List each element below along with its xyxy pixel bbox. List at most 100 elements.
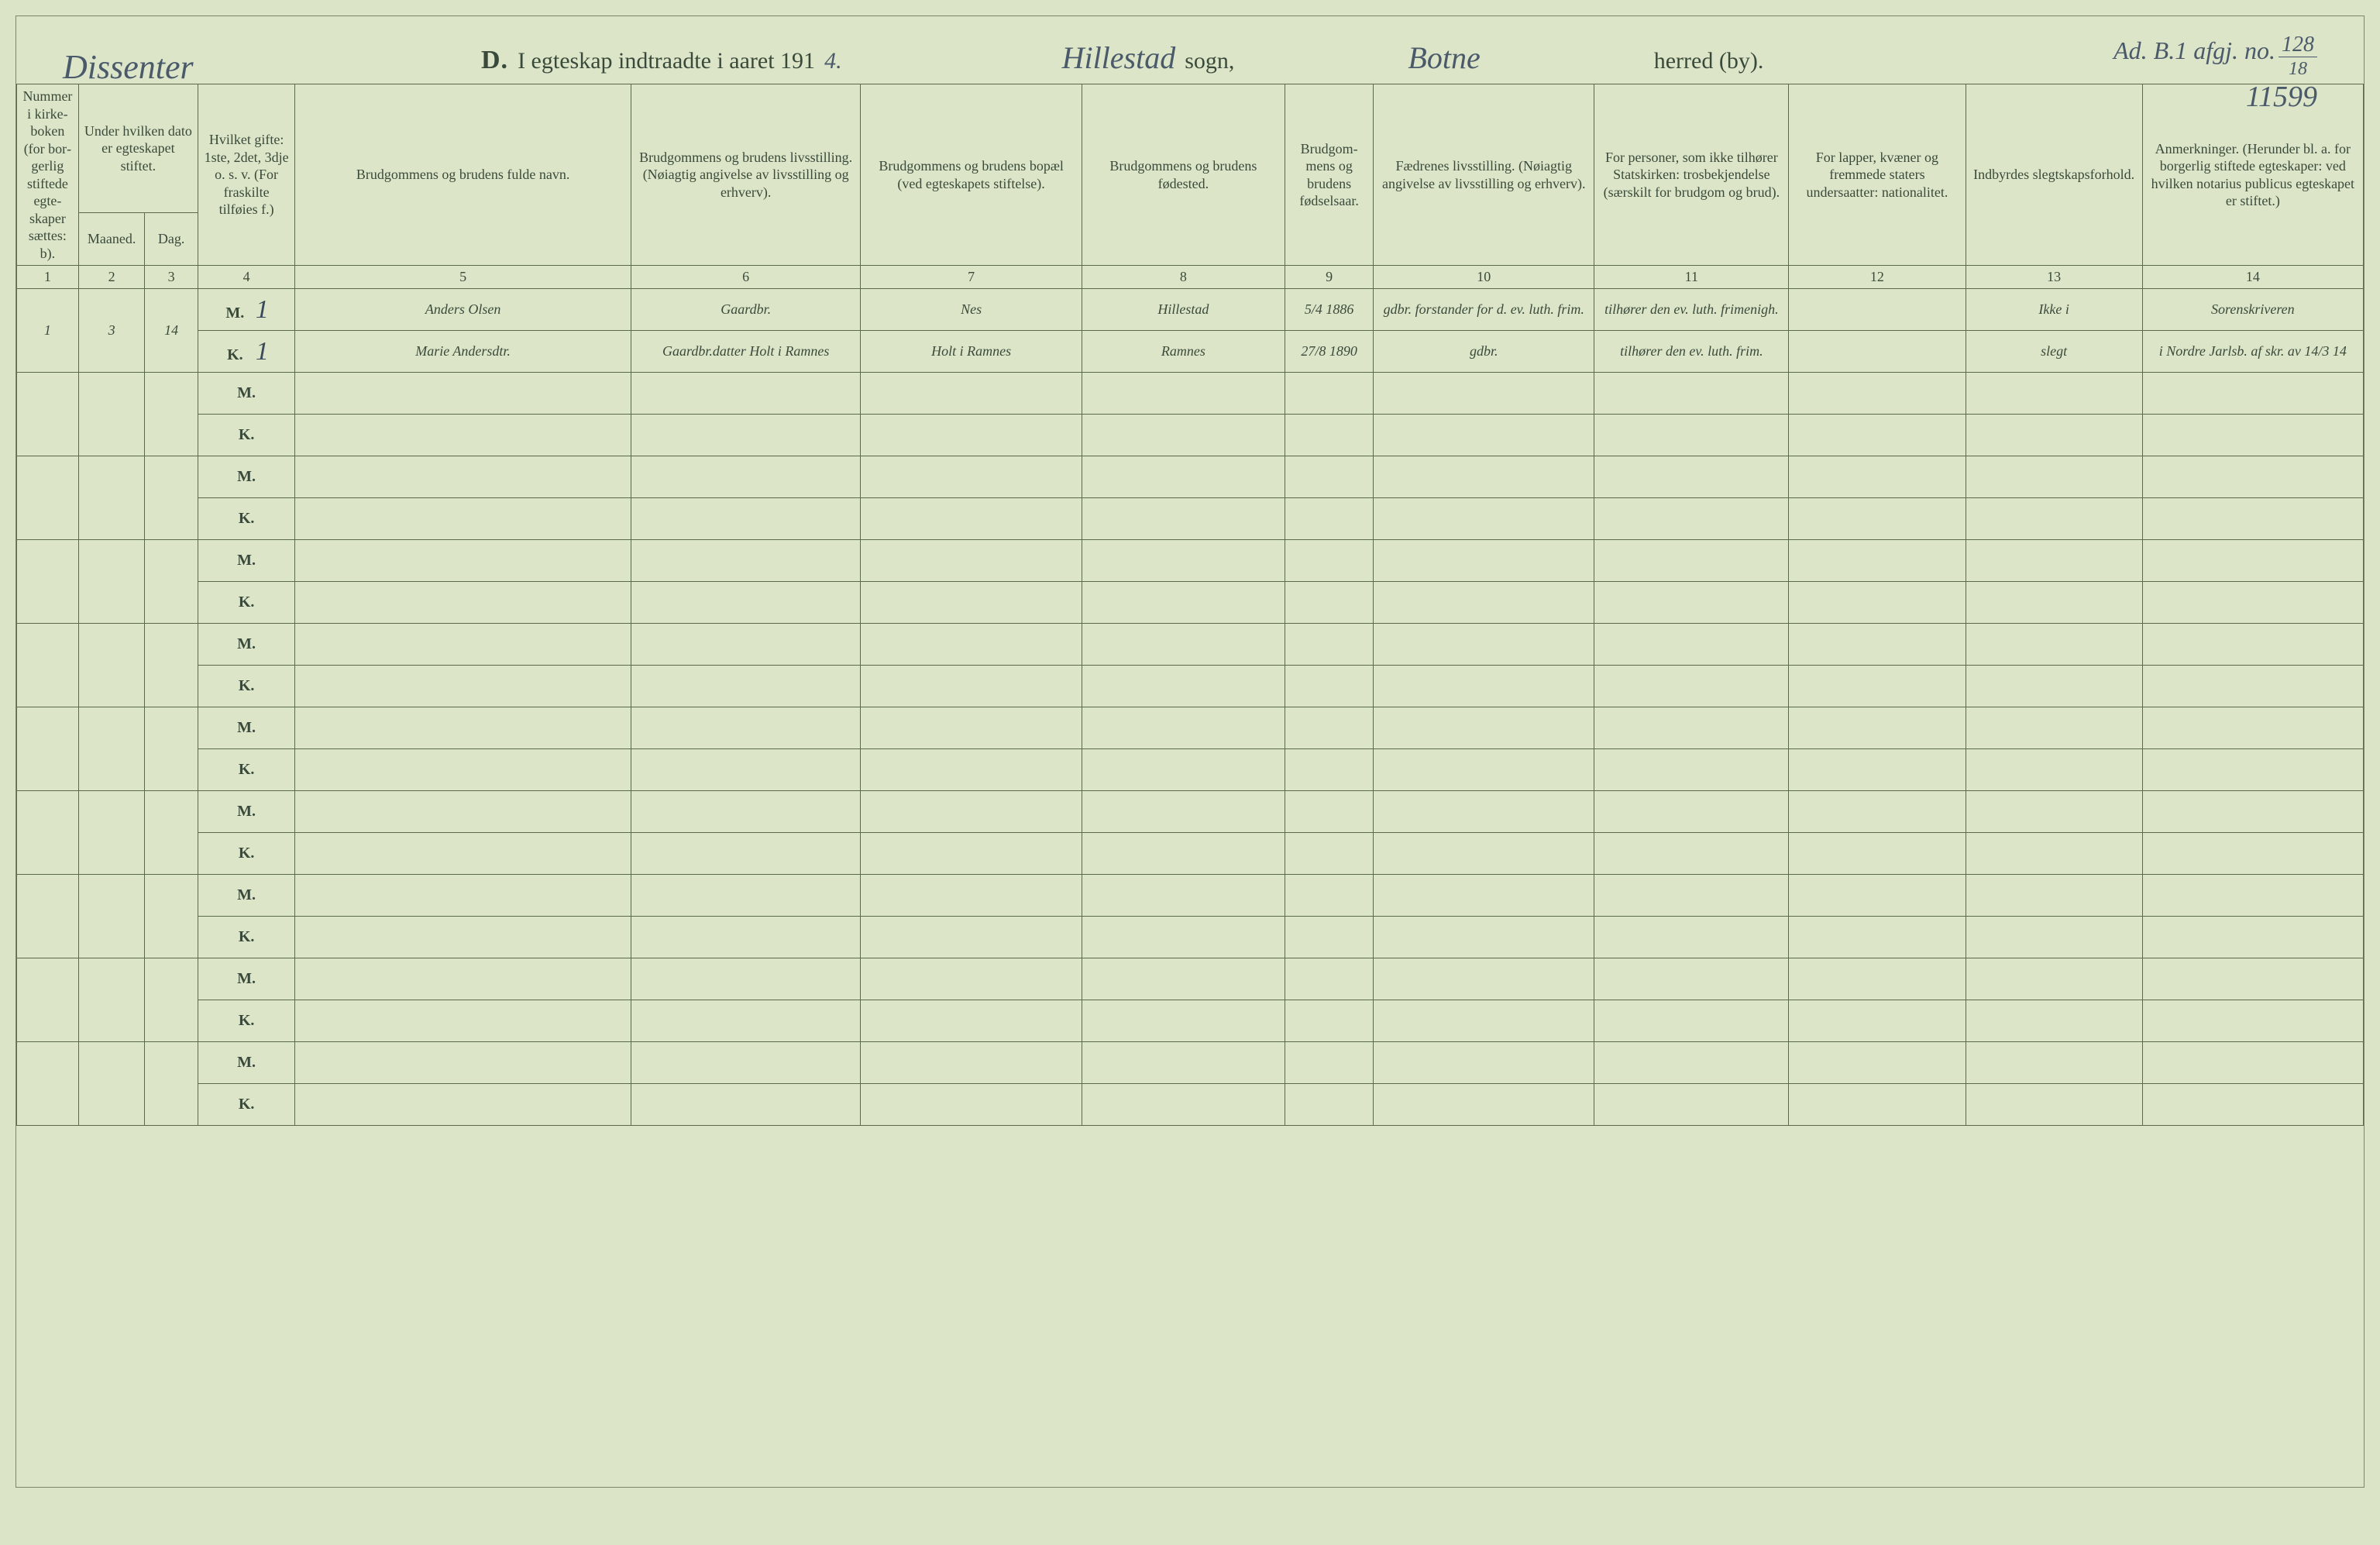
k-label: K. [236, 510, 257, 528]
mk-cell: K. 1 [198, 331, 294, 373]
m-label: M. [236, 1054, 257, 1072]
entry-empty: M. [17, 624, 2364, 666]
herred-label: herred (by). [1654, 48, 1764, 74]
colnum: 12 [1789, 266, 1966, 289]
mk-cell: M. 1 [198, 289, 294, 331]
slegt-m: Ikke i [1966, 289, 2142, 331]
anm-k: i Nordre Jarlsb. af skr. av 14/3 14 [2142, 331, 2363, 373]
navn-k: Marie Andersdtr. [295, 331, 631, 373]
colnum: 3 [145, 266, 198, 289]
title-text: I egteskap indtraadte i aaret 191 [518, 48, 815, 74]
ledger-table: Nummer i kirke­boken (for bor­gerlig sti… [16, 84, 2364, 1126]
bopael-m: Nes [861, 289, 1082, 331]
entry-empty: K. [17, 498, 2364, 540]
anm-m: Sorenskriveren [2142, 289, 2363, 331]
entry-1-groom: 1 3 14 M. 1 Anders Olsen Gaardbr. Nes Hi… [17, 289, 2364, 331]
k-label: K. [236, 426, 257, 444]
faedre-m: gdbr. forstander for d. ev. luth. frim. [1374, 289, 1594, 331]
col-header-7: Brudgommens og brudens bopæl (ved egtesk… [861, 84, 1082, 266]
entry-empty: K. [17, 917, 2364, 958]
k-label: K. [224, 346, 246, 364]
k-label: K. [236, 594, 257, 611]
entry-number: 1 [17, 289, 79, 373]
m-label: M. [236, 803, 257, 821]
entry-empty: K. [17, 833, 2364, 875]
k-label: K. [236, 845, 257, 862]
k-label: K. [236, 761, 257, 779]
foedselsaar-k: 27/8 1890 [1285, 331, 1374, 373]
section-letter: D. [481, 46, 508, 75]
colnum: 11 [1594, 266, 1789, 289]
m-label: M. [224, 305, 246, 322]
livsstilling-m: Gaardbr. [631, 289, 861, 331]
col-header-11: For personer, som ikke tilhører Statskir… [1594, 84, 1789, 266]
foedested-m: Hillestad [1082, 289, 1285, 331]
col-header-1: Nummer i kirke­boken (for bor­gerlig sti… [17, 84, 79, 266]
entry-month: 3 [78, 289, 145, 373]
m-label: M. [236, 635, 257, 653]
col-header-2-top: Under hvilken dato er egte­skapet stifte… [78, 84, 198, 213]
herred-fill: Botne [1408, 40, 1480, 76]
colnum: 9 [1285, 266, 1374, 289]
entry-empty: M. [17, 373, 2364, 415]
k-label: K. [236, 1012, 257, 1030]
entry-1-bride: K. 1 Marie Andersdtr. Gaardbr.datter Hol… [17, 331, 2364, 373]
entry-empty: M. [17, 707, 2364, 749]
sogn-fill: Hillestad [1062, 40, 1176, 76]
m-label: M. [236, 719, 257, 737]
m-label: M. [236, 970, 257, 988]
year-suffix: 4. [824, 48, 842, 74]
col-header-6: Brudgommens og brudens livsstilling. (Nø… [631, 84, 861, 266]
entry-empty: K. [17, 415, 2364, 456]
entry-empty: K. [17, 1084, 2364, 1126]
colnum: 5 [295, 266, 631, 289]
entry-empty: K. [17, 1000, 2364, 1042]
entry-empty: M. [17, 958, 2364, 1000]
colnum: 14 [2142, 266, 2363, 289]
colnum: 7 [861, 266, 1082, 289]
table-head: Nummer i kirke­boken (for bor­gerlig sti… [17, 84, 2364, 289]
foedselsaar-m: 5/4 1886 [1285, 289, 1374, 331]
slegt-k: slegt [1966, 331, 2142, 373]
nat-k [1789, 331, 1966, 373]
colnum: 4 [198, 266, 294, 289]
colnum: 6 [631, 266, 861, 289]
column-numbers-row: 1 2 3 4 5 6 7 8 9 10 11 12 13 14 [17, 266, 2364, 289]
col-header-4: Hvilket gifte: 1ste, 2det, 3dje o. s. v.… [198, 84, 294, 266]
entry-empty: M. [17, 875, 2364, 917]
tros-m: tilhører den ev. luth. fri­menigh. [1594, 289, 1789, 331]
navn-m: Anders Olsen [295, 289, 631, 331]
entry-empty: M. [17, 1042, 2364, 1084]
col-header-9: Brudgom­mens og brudens fødsels­aar. [1285, 84, 1374, 266]
faedre-k: gdbr. [1374, 331, 1594, 373]
gifte-k: 1 [249, 337, 269, 366]
gifte-m: 1 [249, 295, 269, 324]
entry-empty: M. [17, 456, 2364, 498]
m-label: M. [236, 552, 257, 569]
col-header-dag: Dag. [145, 212, 198, 265]
col-header-5: Brudgommens og brudens fulde navn. [295, 84, 631, 266]
k-label: K. [236, 677, 257, 695]
livsstilling-k: Gaardbr.datter Holt i Ramnes [631, 331, 861, 373]
entry-empty: K. [17, 582, 2364, 624]
colnum: 10 [1374, 266, 1594, 289]
title-row: D. I egteskap indtraadte i aaret 191 4. H… [16, 16, 2364, 84]
col-header-10: Fædrenes livsstilling. (Nøiagtig angivel… [1374, 84, 1594, 266]
m-label: M. [236, 468, 257, 486]
tros-k: tilhører den ev. luth. frim. [1594, 331, 1789, 373]
bopael-k: Holt i Ramnes [861, 331, 1082, 373]
table-body: 1 3 14 M. 1 Anders Olsen Gaardbr. Nes Hi… [17, 289, 2364, 1126]
sogn-label: sogn, [1185, 48, 1234, 74]
m-label: M. [236, 886, 257, 904]
entry-empty: M. [17, 540, 2364, 582]
entry-empty: M. [17, 791, 2364, 833]
colnum: 1 [17, 266, 79, 289]
col-header-maaned: Maaned. [78, 212, 145, 265]
ledger-page: Dissenter Ad. B.1 afgj. no. 128 18 11599… [15, 15, 2365, 1488]
foedested-k: Ramnes [1082, 331, 1285, 373]
title-line: D. I egteskap indtraadte i aaret 191 4. H… [481, 40, 1763, 76]
entry-empty: K. [17, 749, 2364, 791]
nat-m [1789, 289, 1966, 331]
m-label: M. [236, 384, 257, 402]
entry-day: 14 [145, 289, 198, 373]
